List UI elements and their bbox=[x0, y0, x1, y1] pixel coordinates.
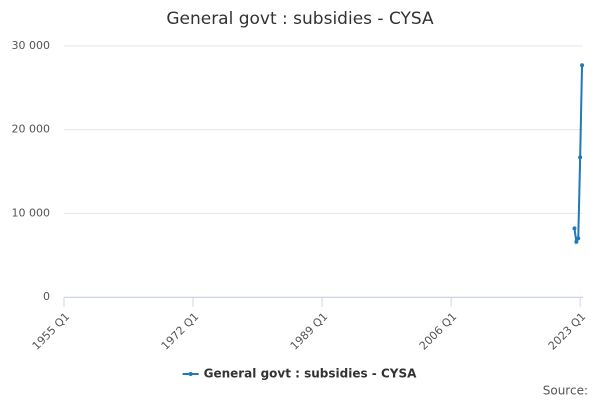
y-tick-label: 10 000 bbox=[12, 206, 51, 219]
data-point bbox=[580, 63, 585, 68]
x-tick-label: 2023 Q1 bbox=[546, 310, 589, 353]
data-point bbox=[574, 239, 579, 244]
legend-marker bbox=[188, 372, 193, 376]
series-line bbox=[573, 65, 584, 245]
x-tick-label: 2006 Q1 bbox=[417, 310, 460, 353]
data-point bbox=[576, 236, 581, 241]
y-tick-label: 30 000 bbox=[12, 39, 51, 52]
x-tick-label: 1972 Q1 bbox=[159, 310, 202, 353]
x-tick-label: 1955 Q1 bbox=[30, 310, 73, 353]
chart-title: General govt : subsidies - CYSA bbox=[166, 9, 434, 29]
data-point bbox=[578, 155, 583, 160]
x-tick-label: 1989 Q1 bbox=[288, 310, 331, 353]
data-point bbox=[572, 226, 577, 231]
y-tick-label: 20 000 bbox=[12, 123, 51, 136]
y-tick-label: 0 bbox=[43, 290, 50, 303]
source: Source: bbox=[543, 384, 588, 398]
legend-label: General govt : subsidies - CYSA bbox=[204, 367, 418, 381]
legend-item: General govt : subsidies - CYSA bbox=[182, 367, 418, 381]
